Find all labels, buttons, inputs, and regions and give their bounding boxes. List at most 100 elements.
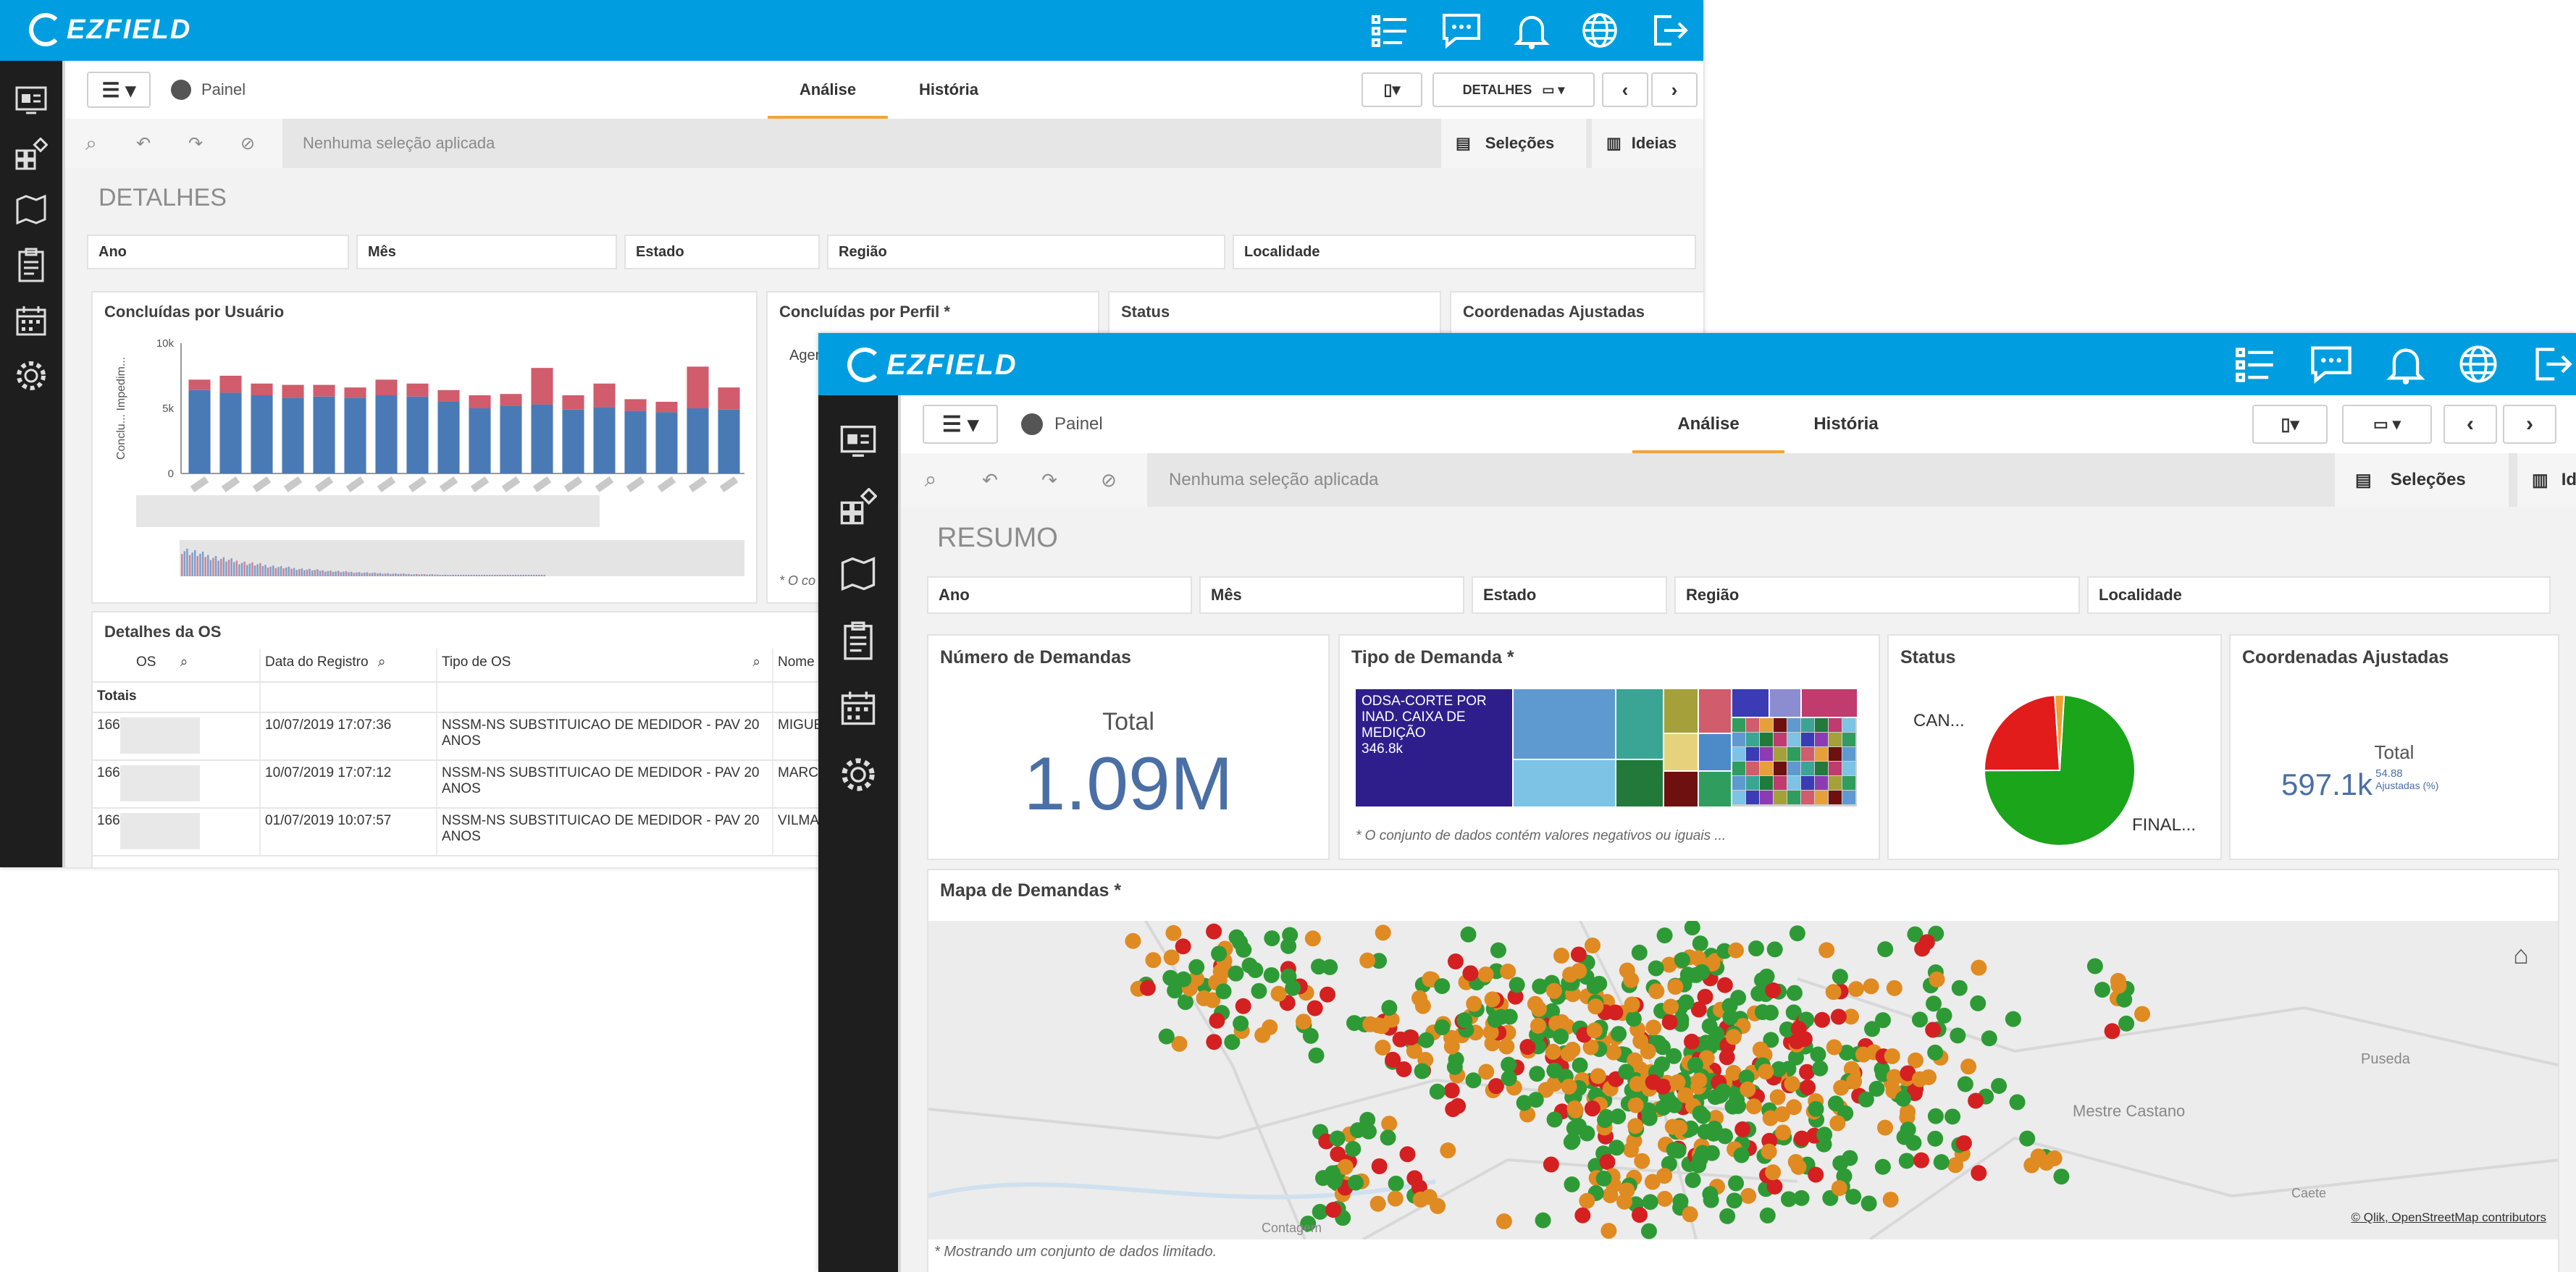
map-point[interactable] [1447, 953, 1464, 970]
map-point[interactable] [1908, 1052, 1924, 1069]
map-point[interactable] [2053, 1168, 2070, 1185]
treemap-cell[interactable] [1815, 733, 1828, 746]
sheets-button[interactable]: ▭ ▾ [2342, 405, 2432, 444]
kpi-demandas[interactable]: Número de Demandas Total 1.09M [927, 634, 1330, 860]
map-point[interactable] [1595, 1170, 1612, 1187]
map-point[interactable] [1799, 1063, 1816, 1080]
map-point[interactable] [1488, 1078, 1504, 1095]
map-point[interactable] [1929, 971, 1945, 987]
map-point[interactable] [1632, 1033, 1649, 1050]
bar-impedimento[interactable] [219, 376, 242, 393]
map-point[interactable] [1359, 952, 1376, 969]
map-point[interactable] [1666, 1048, 1682, 1064]
dashboard-icon[interactable] [14, 85, 48, 116]
smart-search-icon[interactable]: ⌕ [85, 131, 97, 154]
bar-impedimento[interactable] [500, 394, 522, 406]
map-point[interactable] [2118, 1015, 2135, 1032]
map-point[interactable] [1325, 1202, 1342, 1218]
column-tipo-os[interactable]: Tipo de OS ⌕ [437, 649, 773, 683]
treemap-cell[interactable] [1815, 762, 1828, 775]
treemap-cell[interactable] [1801, 791, 1814, 804]
map-point[interactable] [1264, 930, 1280, 947]
home-icon[interactable]: ⌂ [2513, 940, 2529, 969]
map-point[interactable] [1574, 1207, 1591, 1223]
treemap-cell[interactable] [1774, 718, 1787, 732]
map-point[interactable] [1412, 1191, 1429, 1208]
map-point[interactable] [1619, 1182, 1635, 1199]
map-point[interactable] [1375, 1040, 1391, 1056]
map-point[interactable] [1399, 1146, 1416, 1163]
bar-impedimento[interactable] [313, 384, 335, 397]
step-back-icon[interactable]: ↶ [135, 133, 151, 153]
map-point[interactable] [1758, 1063, 1774, 1080]
calendar-icon[interactable] [14, 304, 48, 337]
search-icon[interactable]: ⌕ [752, 654, 760, 670]
map-point[interactable] [1666, 1142, 1682, 1158]
bar-concluidas[interactable] [188, 389, 211, 473]
map-point[interactable] [1443, 1038, 1460, 1055]
treemap-cell-top[interactable]: ODSA-CORTE POR INAD. CAIXA DE MEDIÇÃO 34… [1356, 689, 1512, 806]
map-point[interactable] [1346, 1015, 1363, 1032]
map-point[interactable] [1535, 1212, 1551, 1229]
map-point[interactable] [1484, 991, 1501, 1008]
bar-concluidas[interactable] [313, 396, 335, 473]
treemap-cell[interactable] [1760, 762, 1773, 775]
map-point[interactable] [1728, 1175, 1745, 1192]
map-point[interactable] [1251, 982, 1267, 999]
filter-ano[interactable]: Ano [87, 235, 349, 269]
map-point[interactable] [1625, 1011, 1642, 1027]
column-os[interactable]: OS ⌕ [93, 649, 261, 683]
treemap-cell[interactable] [1732, 762, 1745, 775]
smart-search-icon[interactable]: ⌕ [924, 468, 937, 492]
bar-concluidas[interactable] [593, 407, 616, 473]
map-point[interactable] [1209, 1012, 1225, 1029]
bar-impedimento[interactable] [469, 395, 491, 408]
treemap-cell[interactable] [1829, 791, 1842, 804]
bar-concluidas[interactable] [251, 395, 273, 473]
map-point[interactable] [1645, 1074, 1661, 1090]
map-point[interactable] [1263, 966, 1280, 983]
map-point[interactable] [1725, 1029, 1742, 1045]
map-point[interactable] [1582, 1039, 1599, 1056]
map-point[interactable] [1842, 1008, 1859, 1025]
map-point[interactable] [1740, 1081, 1756, 1098]
map-point[interactable] [1561, 1078, 1577, 1095]
map-icon[interactable] [14, 193, 48, 226]
map-point[interactable] [2023, 1157, 2040, 1174]
treemap-cell[interactable] [1746, 762, 1759, 775]
map-point[interactable] [1738, 1069, 1755, 1086]
bar-impedimento[interactable] [718, 387, 740, 410]
map-point[interactable] [1337, 1158, 1354, 1175]
map-point[interactable] [1553, 1028, 1569, 1045]
status-pie-chart[interactable] [1889, 636, 2222, 860]
map-point[interactable] [1500, 964, 1516, 980]
map-point[interactable] [1302, 1027, 1319, 1044]
map-point[interactable] [1563, 1134, 1579, 1150]
map-point[interactable] [1537, 1082, 1554, 1098]
map-point[interactable] [1842, 1150, 1858, 1166]
map-point[interactable] [1669, 1074, 1686, 1090]
treemap-cell[interactable] [1842, 776, 1855, 790]
map-point[interactable] [1911, 1071, 1928, 1087]
map-point[interactable] [1858, 1091, 1874, 1108]
map-point[interactable] [1683, 1033, 1700, 1050]
map-point[interactable] [1478, 1063, 1495, 1080]
treemap-cell[interactable] [1760, 733, 1773, 746]
tab-analise[interactable]: Análise [768, 61, 888, 119]
map-point[interactable] [1877, 941, 1894, 958]
map-point[interactable] [1726, 1192, 1742, 1209]
filter-estado[interactable]: Estado [624, 235, 820, 269]
map-point[interactable] [1981, 1030, 1997, 1047]
map-point[interactable] [1579, 1125, 1595, 1142]
map-point[interactable] [1847, 981, 1864, 998]
map-point[interactable] [1304, 930, 1321, 947]
map-point[interactable] [1855, 1046, 1871, 1063]
map-point[interactable] [1991, 1077, 2007, 1094]
menu-button[interactable]: ☰ ▾ [87, 72, 151, 108]
treemap-cell[interactable] [1732, 747, 1745, 761]
map-point[interactable] [1330, 1146, 1346, 1163]
tab-analise[interactable]: Análise [1632, 395, 1784, 453]
map-point[interactable] [1254, 1027, 1271, 1043]
search-icon[interactable]: ⌕ [180, 654, 188, 670]
logout-icon[interactable] [1650, 11, 1689, 50]
